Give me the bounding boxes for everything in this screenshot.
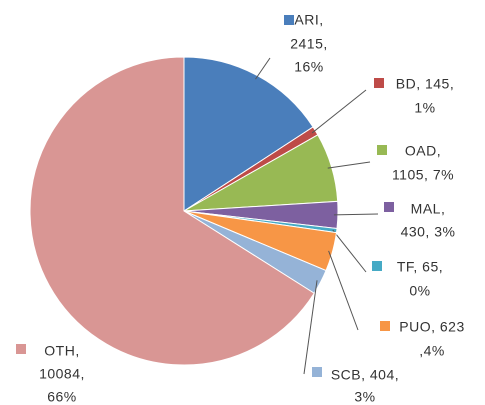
data-label: PUO, 623 (399, 319, 464, 335)
data-label: 1105, 7% (392, 167, 454, 183)
leader-line (255, 57, 271, 80)
data-label: BD, 145, (396, 76, 454, 92)
leader-line (332, 229, 367, 273)
data-label: 2415, (290, 36, 328, 52)
label-swatch (380, 321, 390, 331)
data-label: 66% (47, 389, 77, 405)
leader-line (333, 213, 379, 216)
data-label: 1% (414, 100, 435, 116)
leader-line (311, 89, 367, 134)
leader-line (328, 250, 359, 331)
leader-line (303, 280, 318, 375)
label-swatch (372, 261, 382, 271)
data-label: 10084, (39, 366, 85, 382)
label-swatch (312, 367, 322, 377)
label-swatch (284, 15, 294, 25)
data-label: ,4% (419, 343, 445, 359)
label-swatch (374, 78, 384, 88)
label-swatch (377, 145, 387, 155)
data-label: TF, 65, (397, 259, 443, 275)
data-label: OTH, (44, 343, 79, 359)
data-label: 3% (354, 389, 375, 405)
data-label: ARI, (294, 12, 323, 28)
label-swatch (384, 202, 394, 212)
data-label: OAD, (405, 143, 441, 159)
data-label: 16% (294, 59, 324, 75)
data-label: 0% (409, 283, 430, 299)
data-label: MAL, (411, 201, 446, 217)
data-label: SCB, 404, (331, 367, 399, 383)
leader-line (327, 161, 371, 169)
pie-slice (29, 56, 315, 366)
data-label: 430, 3% (401, 224, 456, 240)
label-swatch (16, 344, 26, 354)
